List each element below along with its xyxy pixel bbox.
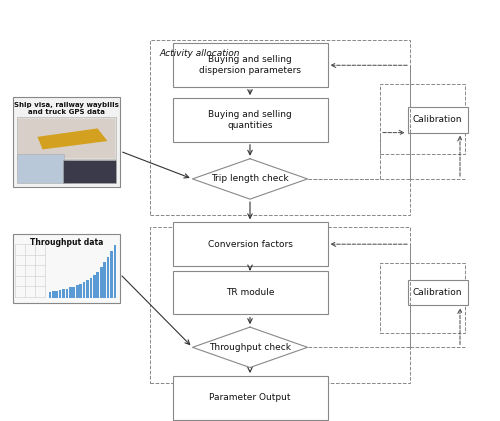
Bar <box>52 291 54 298</box>
Text: Trip length check: Trip length check <box>211 174 289 184</box>
Bar <box>150 40 410 215</box>
Text: Activity allocation: Activity allocation <box>159 49 240 58</box>
Bar <box>106 256 110 298</box>
Text: Throughput data: Throughput data <box>30 238 103 247</box>
Bar <box>18 119 115 158</box>
Bar <box>59 290 62 298</box>
Bar <box>380 263 465 333</box>
Bar <box>408 280 468 305</box>
Bar <box>12 234 120 303</box>
Bar <box>110 251 113 298</box>
Text: Buying and selling
dispersion parameters: Buying and selling dispersion parameters <box>199 55 301 75</box>
Bar <box>172 98 328 142</box>
Bar <box>62 289 65 298</box>
Text: Parameter Output: Parameter Output <box>209 393 291 402</box>
Bar <box>104 261 106 298</box>
Bar <box>12 97 120 187</box>
Text: Conversion factors: Conversion factors <box>208 240 292 249</box>
Bar <box>76 285 78 298</box>
Text: TR module: TR module <box>226 288 274 297</box>
Bar <box>83 282 86 298</box>
Polygon shape <box>192 159 308 199</box>
Bar <box>93 275 96 298</box>
Bar <box>90 278 92 298</box>
Text: Calibration: Calibration <box>413 288 462 297</box>
Bar <box>48 292 51 298</box>
Text: Buying and selling
quantities: Buying and selling quantities <box>208 110 292 130</box>
Bar <box>96 272 99 298</box>
Bar <box>56 290 58 298</box>
Bar <box>16 154 64 183</box>
Text: Ship visa, railway waybills
and truck GPS data: Ship visa, railway waybills and truck GP… <box>14 102 118 115</box>
Bar <box>172 222 328 266</box>
Polygon shape <box>38 128 108 149</box>
Polygon shape <box>192 327 308 368</box>
Text: Calibration: Calibration <box>413 115 462 125</box>
Bar <box>72 287 75 298</box>
Bar <box>66 289 68 298</box>
Bar <box>80 284 82 298</box>
Bar <box>172 43 328 87</box>
Bar <box>16 117 116 159</box>
Bar <box>62 160 116 183</box>
Bar <box>100 266 102 298</box>
Bar <box>114 245 116 298</box>
Bar <box>86 280 89 298</box>
Bar <box>172 376 328 420</box>
Text: Throughput check: Throughput check <box>209 343 291 352</box>
Bar <box>150 227 410 383</box>
Bar <box>172 271 328 314</box>
Bar <box>408 107 468 133</box>
Bar <box>380 84 465 154</box>
Bar <box>69 288 71 298</box>
